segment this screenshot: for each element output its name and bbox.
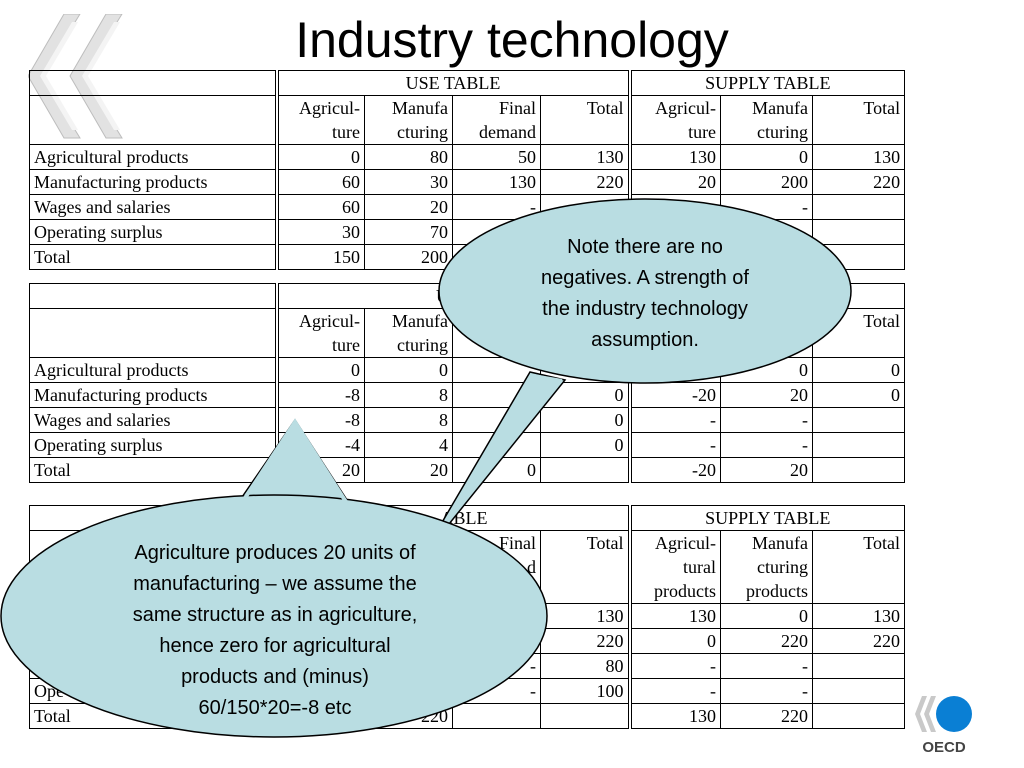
table-row: Agricultural products 0 80 50 130 130 0 … — [29, 144, 906, 170]
table-cell: 220 — [720, 628, 813, 654]
table-cell: - — [720, 653, 813, 679]
table-cell: - — [627, 432, 722, 458]
table-cell — [811, 703, 906, 729]
supply-table-header: SUPPLY TABLE — [627, 70, 906, 96]
table-cell: 0 — [812, 382, 906, 408]
table-cell — [812, 457, 906, 483]
callout-left-bubble — [0, 494, 548, 738]
table-cell: 220 — [540, 628, 630, 654]
table-cell: 30 — [364, 169, 453, 195]
column-header: Manufa cturing — [364, 308, 453, 358]
table-cell: 130 — [811, 603, 906, 629]
table-cell — [812, 407, 906, 433]
oecd-logo-text: OECD — [922, 739, 966, 756]
table-cell — [452, 703, 541, 729]
callout-right-tail — [419, 371, 567, 561]
table-row: Operating surplus -4 4 0 - - — [29, 432, 906, 458]
table-cell: 80 — [364, 144, 453, 170]
callout-right-text: Note there are no negatives. A strength … — [541, 236, 749, 351]
table-cell: 130 — [627, 603, 721, 629]
table-cell — [812, 194, 906, 220]
table-cell: 20 — [720, 382, 814, 408]
table-cell: 20 — [720, 457, 814, 483]
table-cell: 200 — [364, 244, 453, 270]
table-cell: 60 — [274, 194, 365, 220]
column-header: Manufa cturing products — [720, 530, 813, 604]
column-header: Final demand — [452, 95, 541, 145]
column-header: Total — [811, 530, 906, 604]
callout-right-bubble — [438, 198, 852, 384]
row-label: Manufacturing products — [29, 382, 277, 408]
table-row: Total 20 20 0 -20 20 — [29, 457, 906, 483]
table-cell: -20 — [627, 457, 722, 483]
column-header: Manufa cturing — [364, 95, 453, 145]
table-1-column-header-row: Agricul-ture Manufa cturing Final demand T… — [29, 95, 906, 145]
oecd-logo: OECD — [912, 694, 976, 761]
table-cell: 0 — [539, 432, 631, 458]
column-header: Total — [812, 95, 906, 145]
row-label: Total — [29, 244, 277, 270]
table-cell: 4 — [364, 432, 453, 458]
table-cell: 80 — [540, 653, 630, 679]
table-cell: -8 — [274, 382, 365, 408]
column-header: Agricul-tural products — [627, 530, 721, 604]
table-cell: 30 — [274, 219, 365, 245]
table-cell: 100 — [540, 678, 630, 704]
row-label: Operating surplus — [29, 432, 277, 458]
row-label: Agricultural products — [29, 357, 277, 383]
table-cell: 0 — [627, 628, 721, 654]
column-header: Agricul-ture — [274, 95, 365, 145]
callout-left-text: Agriculture produces 20 units of manufac… — [132, 542, 418, 719]
table-cell: - — [627, 678, 721, 704]
table-cell: 20 — [364, 457, 453, 483]
row-label: Total — [29, 457, 277, 483]
table-cell: - — [627, 653, 721, 679]
slide-title: Industry technology — [295, 12, 729, 68]
table-cell — [539, 457, 631, 483]
table-cell: 0 — [274, 357, 365, 383]
table-cell: -8 — [274, 407, 365, 433]
table-cell: 200 — [720, 169, 814, 195]
column-header: Agricul-ture — [627, 95, 722, 145]
supply-table-header: SUPPLY TABLE — [627, 505, 906, 531]
table-cell: 50 — [452, 144, 541, 170]
table-cell: 150 — [274, 244, 365, 270]
table-cell — [811, 678, 906, 704]
table-cell: 130 — [627, 703, 721, 729]
table-cell: 130 — [540, 603, 630, 629]
row-label: Operating surplus — [29, 219, 277, 245]
column-header: Agricul-ture — [274, 308, 365, 358]
row-label: Agricultural products — [29, 144, 277, 170]
oecd-logo-icon: OECD — [915, 696, 972, 756]
